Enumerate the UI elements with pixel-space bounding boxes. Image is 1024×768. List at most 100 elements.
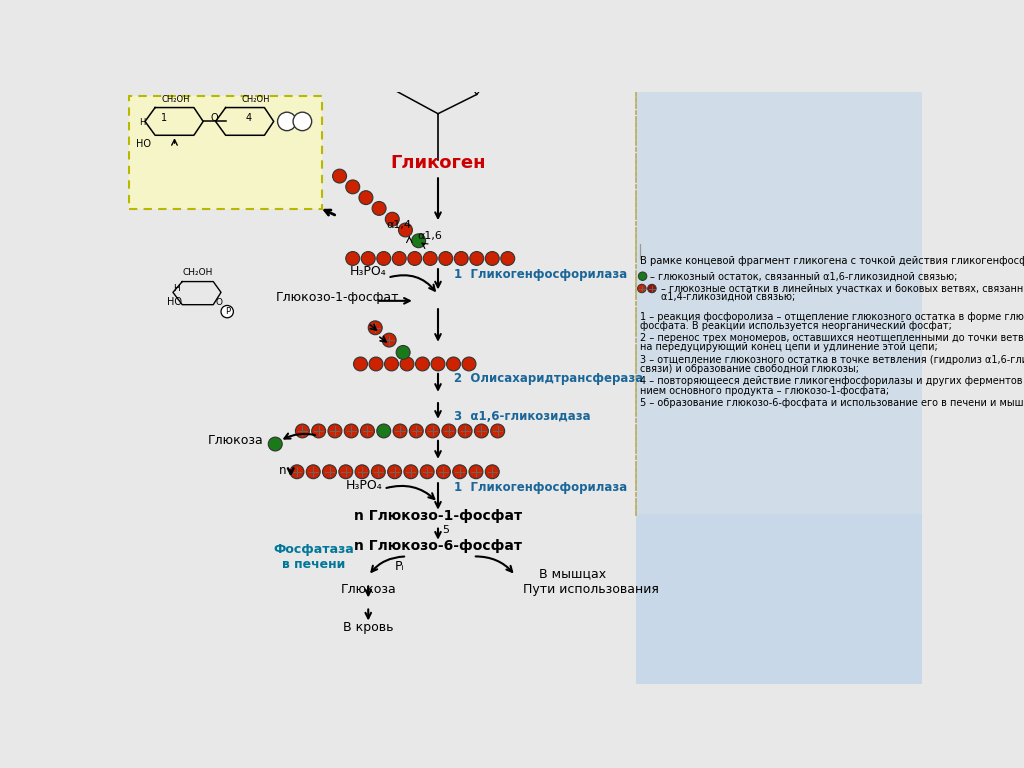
Text: CH₂OH: CH₂OH <box>182 269 213 277</box>
Circle shape <box>638 272 647 280</box>
Circle shape <box>333 169 346 183</box>
Circle shape <box>412 233 426 248</box>
Circle shape <box>369 357 383 371</box>
Circle shape <box>344 424 358 438</box>
Text: 2  Олисахаридтрансфераза: 2 Олисахаридтрансфераза <box>454 372 643 385</box>
Circle shape <box>398 223 413 237</box>
Circle shape <box>385 357 398 371</box>
Circle shape <box>403 465 418 478</box>
Text: 5 – образование глюкозо-6-фосфата и использование его в печени и мышцах: 5 – образование глюкозо-6-фосфата и испо… <box>640 398 1024 408</box>
Circle shape <box>446 357 461 371</box>
Circle shape <box>490 424 505 438</box>
Circle shape <box>393 424 407 438</box>
Text: α1,4: α1,4 <box>387 220 412 230</box>
Text: Глюкоза: Глюкоза <box>208 434 263 447</box>
Text: O: O <box>211 114 218 124</box>
Circle shape <box>355 465 369 478</box>
Circle shape <box>458 424 472 438</box>
Circle shape <box>360 424 375 438</box>
Text: H₃PO₄: H₃PO₄ <box>346 478 383 492</box>
Circle shape <box>485 252 500 266</box>
Text: Pᵢ: Pᵢ <box>394 560 404 573</box>
Text: 3  α1,6-гликозидаза: 3 α1,6-гликозидаза <box>454 410 590 423</box>
Circle shape <box>410 424 423 438</box>
Text: 1: 1 <box>162 114 168 124</box>
Circle shape <box>470 252 483 266</box>
FancyBboxPatch shape <box>129 96 322 209</box>
Circle shape <box>438 252 453 266</box>
Circle shape <box>268 437 283 451</box>
Circle shape <box>455 252 468 266</box>
Circle shape <box>462 357 476 371</box>
Text: |: | <box>637 244 642 260</box>
Text: H₃PO₄: H₃PO₄ <box>350 266 387 279</box>
Text: CH₂OH: CH₂OH <box>242 95 270 104</box>
Circle shape <box>426 424 439 438</box>
Circle shape <box>377 424 391 438</box>
Circle shape <box>372 465 385 478</box>
Circle shape <box>416 357 429 371</box>
Text: – глюкозный остаток, связанный α1,6-гликозидной связью;: – глюкозный остаток, связанный α1,6-глик… <box>649 271 957 281</box>
FancyBboxPatch shape <box>636 92 922 514</box>
Circle shape <box>453 465 467 478</box>
Text: 4: 4 <box>245 114 251 124</box>
Circle shape <box>311 424 326 438</box>
Text: Глюкоза: Глюкоза <box>340 583 396 596</box>
Text: В кровь: В кровь <box>343 621 393 634</box>
Circle shape <box>469 465 483 478</box>
Circle shape <box>400 357 414 371</box>
Text: CH₂OH: CH₂OH <box>162 95 190 104</box>
Text: В мышцах: В мышцах <box>539 568 606 581</box>
Circle shape <box>392 252 407 266</box>
Circle shape <box>293 112 311 131</box>
Text: Гликоген: Гликоген <box>390 154 485 171</box>
Text: n Глюкозо-1-фосфат: n Глюкозо-1-фосфат <box>354 508 522 522</box>
Circle shape <box>647 284 656 293</box>
Text: нием основного продукта – глюкозо-1-фосфата;: нием основного продукта – глюкозо-1-фосф… <box>640 386 889 396</box>
Circle shape <box>328 424 342 438</box>
Text: α1,4-гликозидной связью;: α1,4-гликозидной связью; <box>662 292 796 302</box>
Circle shape <box>385 212 399 226</box>
Circle shape <box>431 357 445 371</box>
Text: 1  Гликогенфосфорилаза: 1 Гликогенфосфорилаза <box>454 268 627 281</box>
Text: HO: HO <box>136 139 151 149</box>
Text: 5: 5 <box>442 525 449 535</box>
Circle shape <box>323 465 337 478</box>
Circle shape <box>442 424 456 438</box>
Circle shape <box>346 252 359 266</box>
Text: H: H <box>173 284 179 293</box>
Text: Глюкозо-1-фосфат: Глюкозо-1-фосфат <box>275 291 399 304</box>
Circle shape <box>420 465 434 478</box>
Circle shape <box>361 252 375 266</box>
Text: Пути использования: Пути использования <box>523 583 659 596</box>
Circle shape <box>377 252 391 266</box>
Text: 1 – реакция фосфоролиза – отщепление глюкозного остатка в форме глюкозо-1-: 1 – реакция фосфоролиза – отщепление глю… <box>640 312 1024 322</box>
Text: 2 – перенос трех мономеров, оставшихся неотщепленными до точки ветвления,: 2 – перенос трех мономеров, оставшихся н… <box>640 333 1024 343</box>
Text: связи) и образование свободной глюкозы;: связи) и образование свободной глюкозы; <box>640 364 858 374</box>
Text: n: n <box>279 464 286 477</box>
Text: – глюкозные остатки в линейных участках и боковых ветвях, связанные: – глюкозные остатки в линейных участках … <box>662 283 1024 293</box>
Circle shape <box>474 424 488 438</box>
Text: фосфата. В реакции используется неорганический фосфат;: фосфата. В реакции используется неоргани… <box>640 321 951 331</box>
Circle shape <box>290 465 304 478</box>
Circle shape <box>306 465 321 478</box>
Circle shape <box>353 357 368 371</box>
Circle shape <box>638 284 646 293</box>
Circle shape <box>221 306 233 318</box>
Text: на передуцирующий конец цепи и удлинение этой цепи;: на передуцирующий конец цепи и удлинение… <box>640 343 937 353</box>
Circle shape <box>295 424 309 438</box>
Circle shape <box>396 346 410 359</box>
Circle shape <box>388 465 401 478</box>
Circle shape <box>436 465 451 478</box>
Text: 1  Гликогенфосфорилаза: 1 Гликогенфосфорилаза <box>454 481 627 494</box>
Circle shape <box>408 252 422 266</box>
Text: H: H <box>139 118 145 127</box>
Text: α1,6: α1,6 <box>418 231 442 241</box>
Circle shape <box>359 190 373 204</box>
Text: O: O <box>216 298 223 306</box>
Text: 4 – повторяющееся действие гликогенфосфорилазы и других ферментов с образова-: 4 – повторяющееся действие гликогенфосфо… <box>640 376 1024 386</box>
Circle shape <box>382 333 396 347</box>
Circle shape <box>501 252 515 266</box>
Circle shape <box>485 465 500 478</box>
Text: n Глюкозо-6-фосфат: n Глюкозо-6-фосфат <box>354 538 522 552</box>
